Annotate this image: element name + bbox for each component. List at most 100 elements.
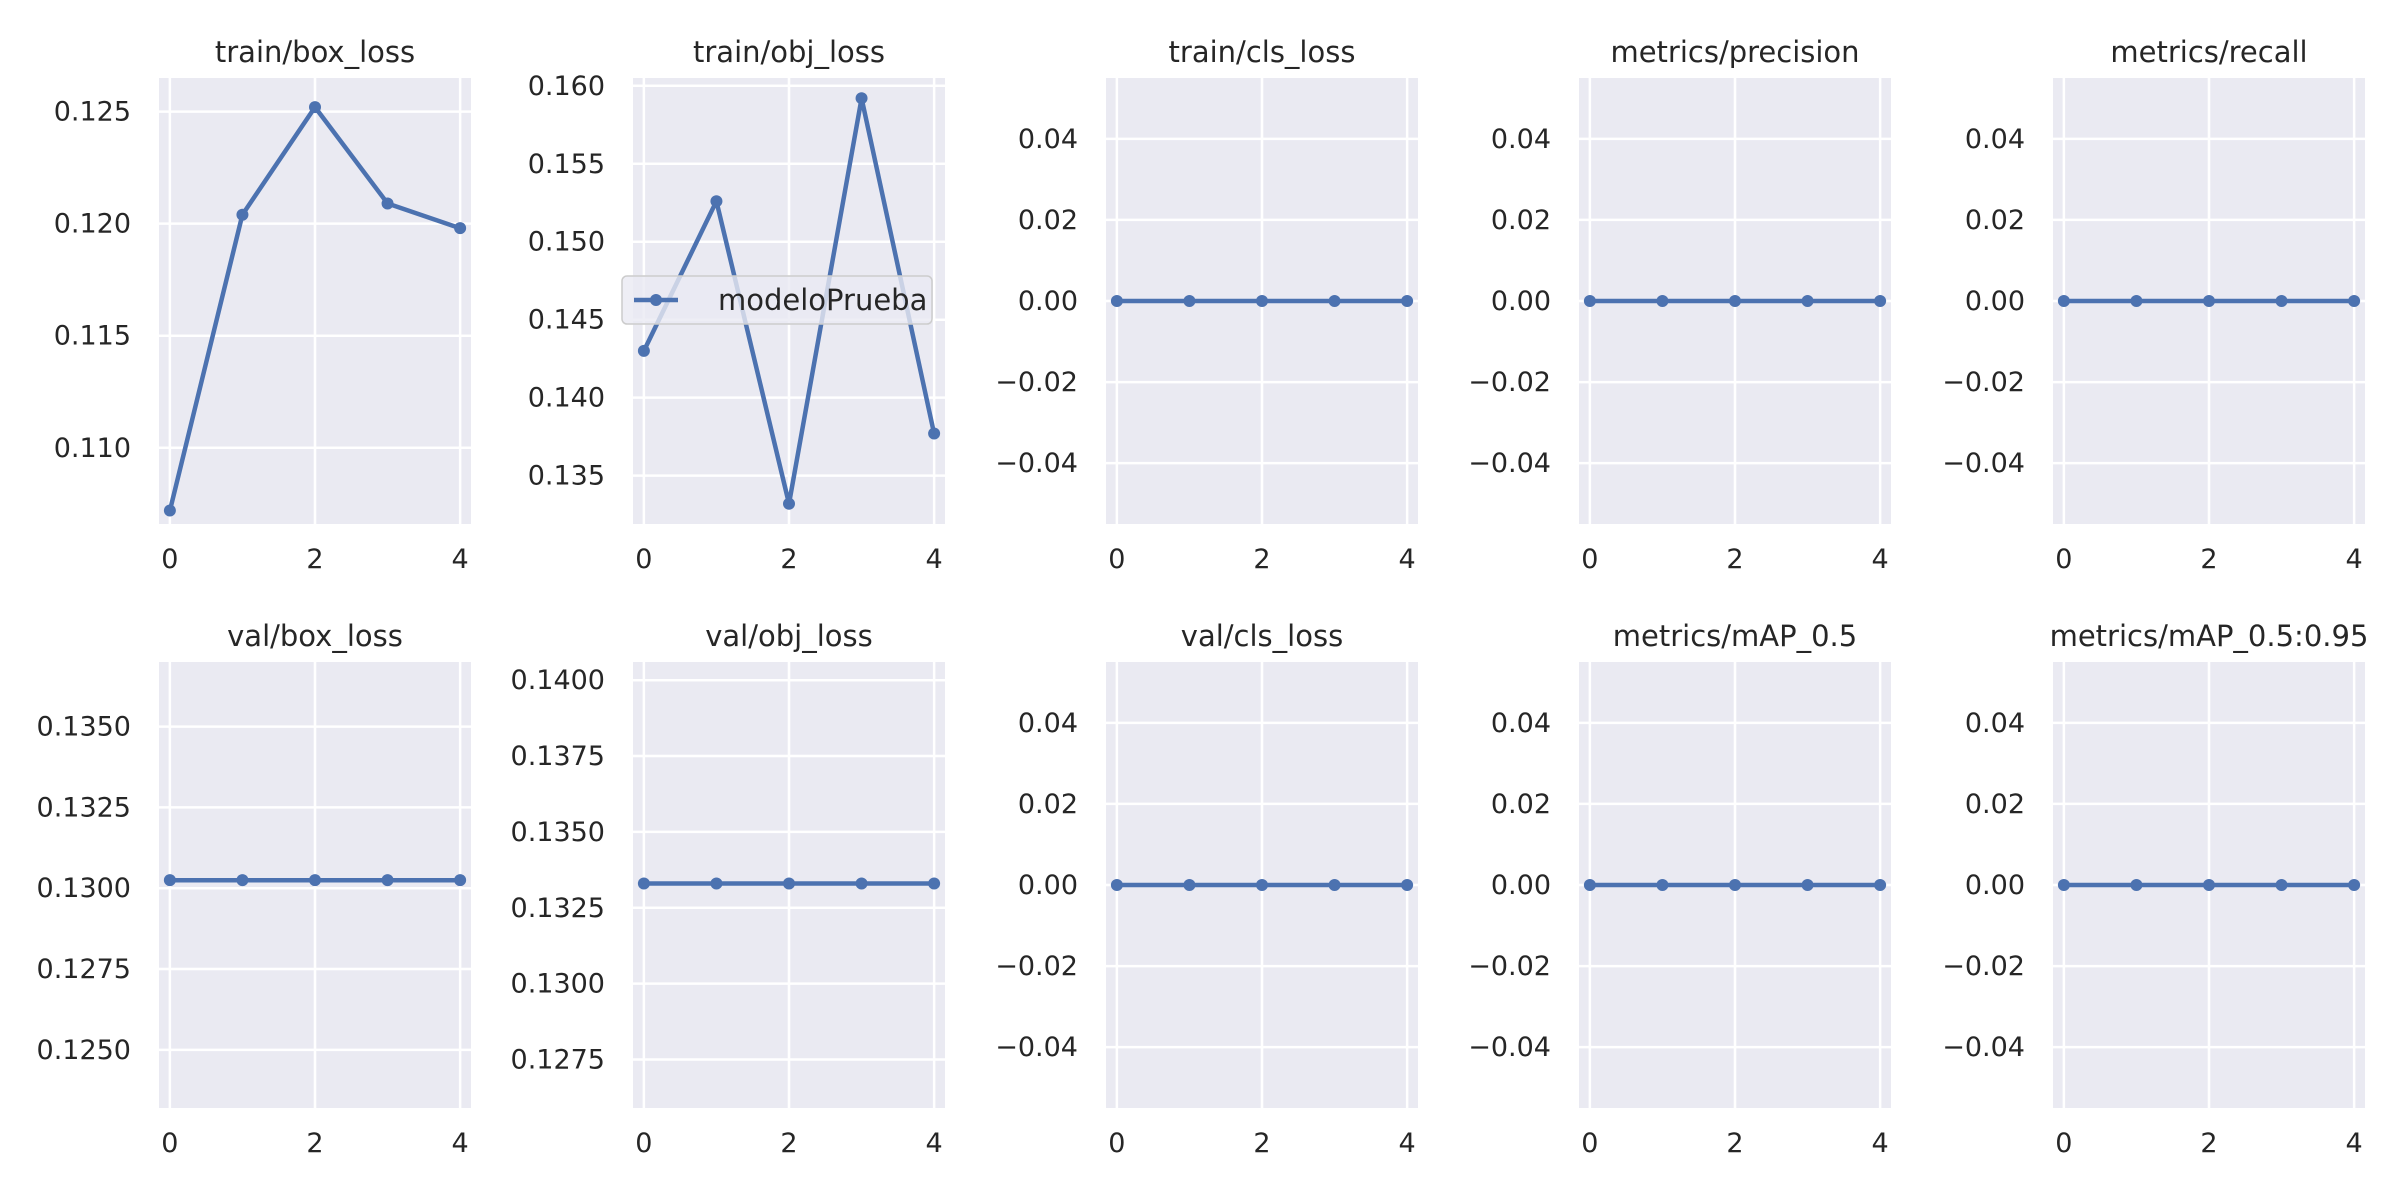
- data-point: [381, 874, 394, 887]
- y-tick-label: −0.04: [1942, 1032, 2025, 1063]
- data-point: [855, 877, 868, 890]
- data-point: [1183, 295, 1196, 307]
- x-tick-label: 4: [1399, 544, 1416, 575]
- data-point: [2348, 879, 2361, 891]
- y-tick-label: 0.140: [528, 383, 605, 414]
- data-point: [1656, 295, 1669, 307]
- panel-metrics-recall: metrics/recall −0.04 −0.02 0.00 0.02 0.04 0 2 4: [1942, 35, 2365, 575]
- y-tick-label: 0.04: [1018, 124, 1078, 155]
- data-point: [2057, 295, 2070, 307]
- data-point: [928, 427, 941, 440]
- panel-title: train/box_loss: [215, 35, 415, 69]
- y-tick-label: −0.02: [1468, 951, 1551, 982]
- x-tick-label: 2: [306, 544, 323, 575]
- data-point: [2275, 295, 2288, 307]
- data-point: [309, 101, 321, 114]
- data-point: [1729, 879, 1741, 891]
- y-tick-label: −0.02: [1942, 367, 2025, 398]
- panel-val-cls-loss: val/cls_loss −0.04 −0.02 0.00 0.02 0.04 0 2 4: [995, 619, 1418, 1159]
- data-point: [1183, 879, 1196, 891]
- x-tick-label: 4: [926, 1128, 943, 1159]
- x-tick-label: 2: [1253, 544, 1270, 575]
- data-point: [1256, 879, 1268, 891]
- data-point: [928, 877, 941, 890]
- data-point: [710, 877, 723, 890]
- data-point: [381, 197, 394, 210]
- x-tick-label: 0: [1581, 1128, 1598, 1159]
- data-point: [1801, 295, 1814, 307]
- data-point: [1328, 295, 1341, 307]
- y-tick-label: 0.120: [54, 209, 131, 240]
- y-tick-label: −0.02: [1468, 367, 1551, 398]
- x-tick-label: 2: [780, 544, 797, 575]
- panel-title: metrics/mAP_0.5: [1613, 619, 1857, 653]
- y-tick-label: 0.135: [528, 461, 605, 492]
- x-tick-label: 4: [1872, 544, 1889, 575]
- subplot-grid: train/box_loss 0.110 0.115 0.120 0.125 0 2 4 tra…: [37, 35, 2369, 1159]
- data-point: [236, 208, 249, 221]
- x-tick-label: 0: [635, 544, 652, 575]
- x-tick-label: 4: [1872, 1128, 1889, 1159]
- x-tick-label: 0: [1581, 544, 1598, 575]
- data-point: [1583, 879, 1596, 891]
- data-point: [454, 874, 467, 887]
- y-tick-label: 0.1300: [511, 969, 605, 1000]
- data-point: [855, 92, 868, 105]
- panel-title: train/obj_loss: [693, 35, 885, 69]
- x-tick-label: 2: [780, 1128, 797, 1159]
- y-tick-label: 0.1325: [37, 792, 131, 823]
- data-point: [2057, 879, 2070, 891]
- x-tick-label: 2: [1726, 1128, 1743, 1159]
- x-tick-label: 0: [161, 1128, 178, 1159]
- y-tick-label: 0.1325: [511, 893, 605, 924]
- data-point: [1256, 295, 1268, 307]
- data-point: [637, 344, 650, 357]
- panel-metrics-map-0-5: metrics/mAP_0.5 −0.04 −0.02 0.00 0.02 0.04 0 2 4: [1468, 619, 1891, 1159]
- y-tick-label: 0.1275: [511, 1044, 605, 1075]
- y-tick-label: 0.04: [1965, 708, 2025, 739]
- y-tick-label: 0.125: [54, 97, 131, 128]
- x-tick-label: 2: [306, 1128, 323, 1159]
- y-tick-label: 0.115: [54, 321, 131, 352]
- x-tick-label: 0: [2055, 1128, 2072, 1159]
- data-point: [1874, 295, 1887, 307]
- panel-title: metrics/mAP_0.5:0.95: [2050, 619, 2369, 653]
- y-tick-label: −0.02: [1942, 951, 2025, 982]
- x-tick-label: 4: [452, 544, 469, 575]
- x-tick-label: 4: [2346, 1128, 2363, 1159]
- panel-title: val/cls_loss: [1181, 619, 1343, 653]
- y-tick-label: −0.04: [1942, 448, 2025, 479]
- x-tick-label: 4: [1399, 1128, 1416, 1159]
- data-point: [1874, 879, 1887, 891]
- legend-box: [621, 275, 933, 325]
- y-tick-label: 0.04: [1965, 124, 2025, 155]
- data-point: [1801, 879, 1814, 891]
- y-tick-label: 0.155: [528, 149, 605, 180]
- data-point: [783, 497, 795, 510]
- data-point: [2130, 879, 2143, 891]
- y-tick-label: 0.160: [528, 71, 605, 102]
- data-point: [309, 874, 321, 887]
- panel-metrics-map-0-5-0-95: metrics/mAP_0.5:0.95 −0.04 −0.02 0.00 0.02 0.…: [1942, 619, 2368, 1159]
- panel-title: val/box_loss: [227, 619, 403, 653]
- panel-val-obj-loss: val/obj_loss 0.1275 0.1300 0.1325 0.1350 0.13…: [511, 619, 945, 1159]
- data-point: [236, 874, 249, 887]
- y-tick-label: 0.02: [1491, 789, 1551, 820]
- x-tick-label: 4: [926, 544, 943, 575]
- y-tick-label: 0.110: [54, 433, 131, 464]
- data-point: [1401, 879, 1414, 891]
- data-point: [1328, 879, 1341, 891]
- y-tick-label: −0.04: [1468, 1032, 1551, 1063]
- data-point: [2130, 295, 2143, 307]
- y-tick-label: 0.04: [1018, 708, 1078, 739]
- data-point: [1583, 295, 1596, 307]
- data-point: [163, 874, 176, 887]
- data-point: [2203, 879, 2215, 891]
- data-point: [1110, 879, 1123, 891]
- y-tick-label: 0.04: [1491, 124, 1551, 155]
- y-tick-label: 0.00: [1491, 870, 1551, 901]
- y-tick-label: 0.1350: [37, 712, 131, 743]
- y-tick-label: 0.00: [1965, 286, 2025, 317]
- x-tick-label: 0: [1108, 1128, 1125, 1159]
